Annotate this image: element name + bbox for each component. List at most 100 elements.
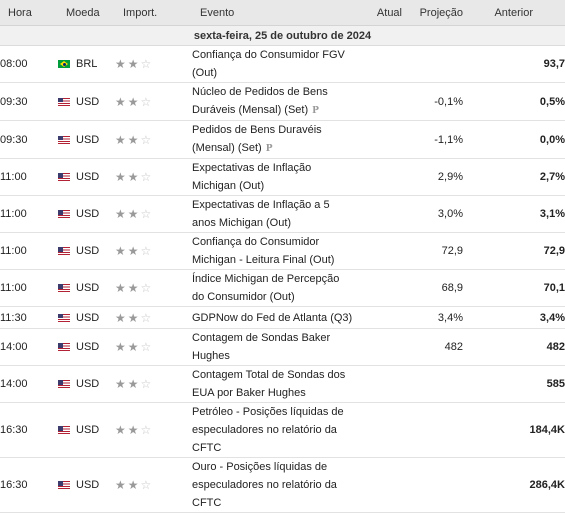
event-time: 14:00 [0, 328, 58, 366]
event-actual [355, 195, 406, 233]
event-forecast: 68,9 [406, 269, 463, 307]
event-name-line: Petróleo - Posições líquidas de [192, 406, 344, 418]
event-actual [355, 45, 406, 83]
event-previous: 70,1 [463, 269, 565, 307]
event-currency-cell: USD [58, 457, 115, 513]
star-filled-icon: ★ [127, 310, 141, 325]
table-row[interactable]: 08:00 BRL ★★☆ Confiança do Consumidor FGV (O… [0, 45, 565, 83]
event-currency-cell: USD [58, 269, 115, 307]
importance-rating: ★★☆ [115, 45, 192, 83]
event-name-line: Pedidos de Bens Duravéis [192, 124, 322, 136]
us-flag-icon [58, 210, 70, 218]
column-header-forecast[interactable]: Projeção [406, 0, 463, 26]
event-name[interactable]: Expectativas de Inflação a 5 anos Michiga… [192, 195, 355, 233]
star-filled-icon: ★ [115, 207, 128, 221]
importance-rating: ★★☆ [115, 269, 192, 307]
column-header-currency[interactable]: Moeda [58, 0, 115, 26]
star-filled-icon: ★ [127, 132, 141, 147]
us-flag-icon [58, 247, 70, 255]
event-name-line: anos Michigan (Out) [192, 217, 292, 229]
event-currency-cell: USD [58, 328, 115, 366]
event-name-line: especuladores no relatório da [192, 479, 337, 491]
event-name[interactable]: Núcleo de Pedidos de Bens Duráveis (Mensa… [192, 82, 355, 121]
event-forecast: -0,1% [406, 82, 463, 121]
event-currency: USD [76, 208, 100, 220]
table-row[interactable]: 14:00 USD ★★☆ Contagem Total de Sondas dos E… [0, 365, 565, 403]
event-name[interactable]: Índice Michigan de Percepção do Consumido… [192, 269, 355, 307]
star-filled-icon: ★ [115, 478, 128, 492]
table-row[interactable]: 11:30 USD ★★☆ GDPNow do Fed de Atlanta (Q3)… [0, 306, 565, 329]
event-name-line: (Out) [192, 67, 218, 79]
event-time: 11:00 [0, 158, 58, 196]
event-name-line: especuladores no relatório da [192, 424, 337, 436]
event-previous: 72,9 [463, 232, 565, 270]
star-empty-icon: ☆ [140, 207, 154, 221]
us-flag-icon [58, 343, 70, 351]
table-row[interactable]: 09:30 USD ★★☆ Núcleo de Pedidos de Bens Durá… [0, 82, 565, 121]
star-filled-icon: ★ [115, 310, 128, 325]
event-previous: 3,1% [463, 195, 565, 233]
event-name[interactable]: Ouro - Posições líquidas de especuladores… [192, 457, 355, 513]
event-name-line: Expectativas de Inflação [192, 162, 312, 174]
event-name-line: Hughes [192, 350, 230, 362]
star-empty-icon: ☆ [140, 244, 154, 258]
event-currency: USD [76, 341, 100, 353]
column-header-event[interactable]: Evento [192, 0, 355, 26]
event-forecast: 482 [406, 328, 463, 366]
table-row[interactable]: 09:30 USD ★★☆ Pedidos de Bens Duravéis (Mens… [0, 120, 565, 159]
us-flag-icon [58, 380, 70, 388]
importance-rating: ★★☆ [115, 120, 192, 159]
event-forecast: 3,0% [406, 195, 463, 233]
event-actual [355, 402, 406, 458]
star-filled-icon: ★ [115, 281, 128, 295]
event-name[interactable]: Contagem Total de Sondas dos EUA por Bake… [192, 365, 355, 403]
table-row[interactable]: 16:30 USD ★★☆ Ouro - Posições líquidas de es… [0, 457, 565, 513]
us-flag-icon [58, 284, 70, 292]
star-filled-icon: ★ [127, 207, 141, 221]
event-previous: 0,5% [463, 82, 565, 121]
table-row[interactable]: 11:00 USD ★★☆ Expectativas de Inflação Michi… [0, 158, 565, 196]
table-row[interactable]: 16:30 USD ★★☆ Petróleo - Posições líquidas … [0, 402, 565, 458]
event-forecast: 72,9 [406, 232, 463, 270]
table-row[interactable]: 11:00 USD ★★☆ Confiança do Consumidor Michig… [0, 232, 565, 270]
star-filled-icon: ★ [127, 423, 141, 437]
event-time: 14:00 [0, 365, 58, 403]
event-name[interactable]: Contagem de Sondas Baker Hughes [192, 328, 355, 366]
event-name-line: EUA por Baker Hughes [192, 387, 306, 399]
column-header-actual[interactable]: Atual [355, 0, 406, 26]
event-name-line: Michigan - Leitura Final (Out) [192, 254, 335, 266]
star-empty-icon: ☆ [140, 57, 154, 71]
event-name[interactable]: Confiança do Consumidor Michigan - Leitur… [192, 232, 355, 270]
event-currency: USD [76, 282, 100, 294]
star-filled-icon: ★ [127, 57, 141, 71]
event-forecast [406, 365, 463, 403]
event-currency: USD [76, 378, 100, 390]
event-currency-cell: USD [58, 195, 115, 233]
us-flag-icon [58, 426, 70, 434]
importance-rating: ★★☆ [115, 158, 192, 196]
event-name-line: CFTC [192, 497, 222, 509]
event-time: 08:00 [0, 45, 58, 83]
event-name[interactable]: Petróleo - Posições líquidas de especulad… [192, 402, 355, 458]
star-filled-icon: ★ [127, 244, 141, 258]
event-name[interactable]: Pedidos de Bens Duravéis (Mensal) (Set) P [192, 120, 355, 159]
date-label: sexta-feira, 25 de outubro de 2024 [0, 25, 565, 46]
event-name-line: GDPNow do Fed de Atlanta (Q3) [192, 311, 353, 324]
event-name[interactable]: Confiança do Consumidor FGV (Out) [192, 45, 355, 83]
event-forecast: -1,1% [406, 120, 463, 159]
importance-rating: ★★☆ [115, 306, 192, 329]
event-name[interactable]: GDPNow do Fed de Atlanta (Q3) [192, 306, 355, 329]
column-header-time[interactable]: Hora [0, 0, 58, 26]
table-row[interactable]: 14:00 USD ★★☆ Contagem de Sondas Baker Hughe… [0, 328, 565, 366]
event-previous: 286,4K [463, 457, 565, 513]
event-time: 16:30 [0, 457, 58, 513]
table-row[interactable]: 11:00 USD ★★☆ Índice Michigan de Percepção d… [0, 269, 565, 307]
event-actual [355, 306, 406, 329]
event-name[interactable]: Expectativas de Inflação Michigan (Out) [192, 158, 355, 196]
column-header-importance[interactable]: Import. [115, 0, 192, 26]
event-currency: USD [76, 311, 100, 324]
event-actual [355, 120, 406, 159]
column-header-previous[interactable]: Anterior [463, 0, 565, 26]
